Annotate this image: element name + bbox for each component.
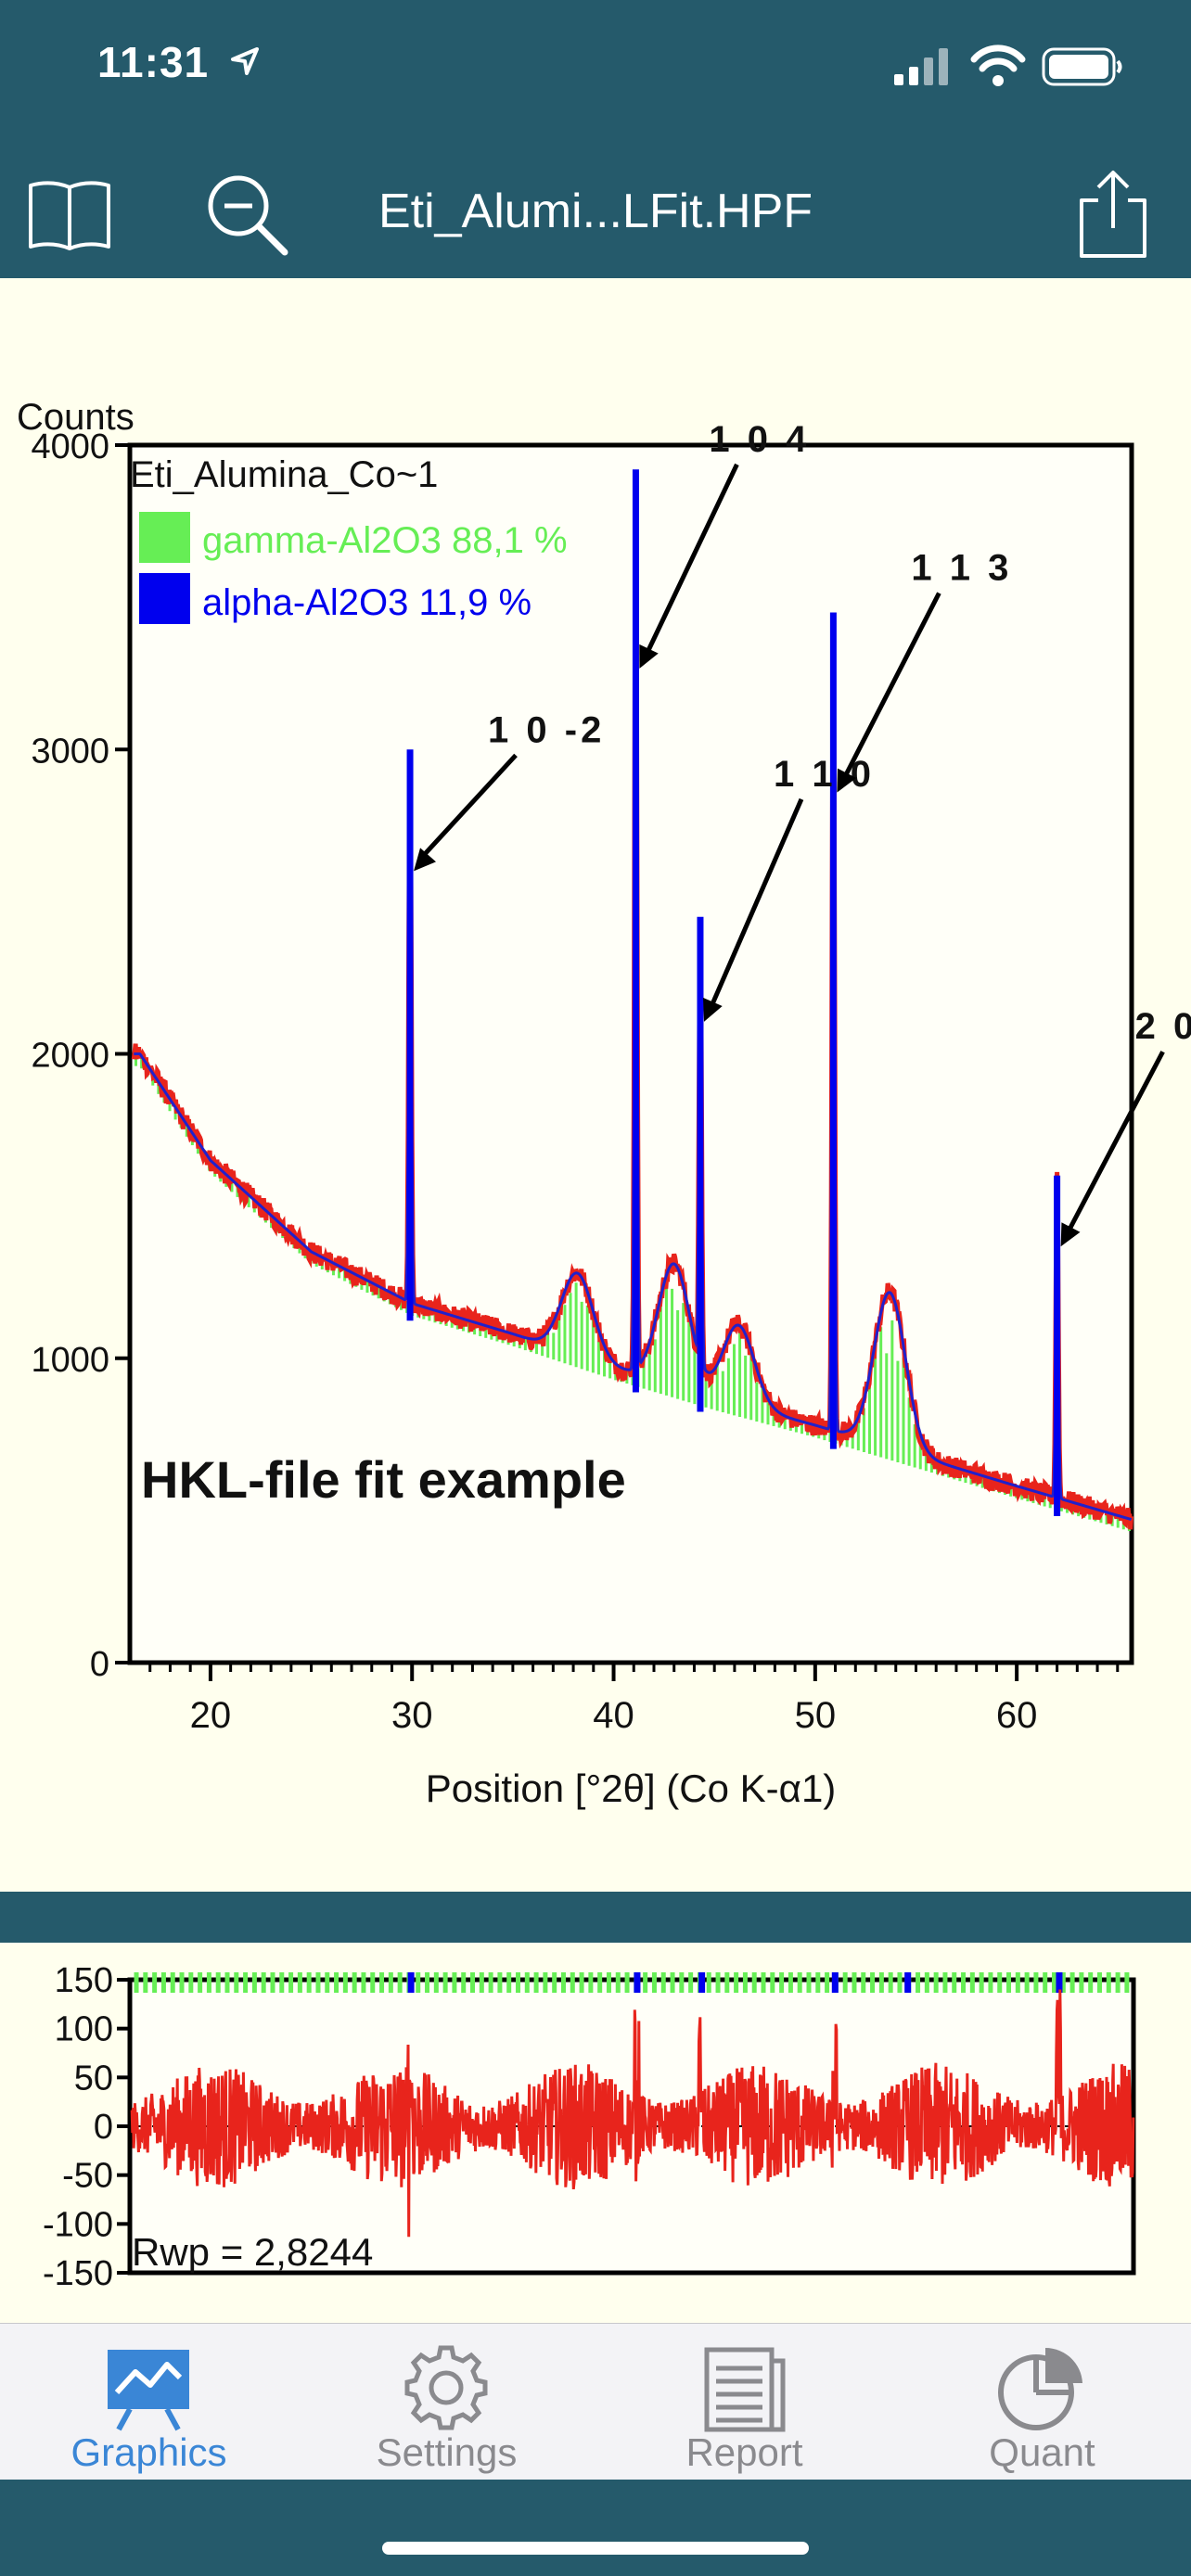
legend: gamma-Al2O3 88,1 % alpha-Al2O3 11,9 % <box>139 512 568 624</box>
share-button[interactable] <box>1067 167 1159 260</box>
x-tick-label: 20 <box>190 1695 232 1736</box>
book-button[interactable] <box>23 167 116 260</box>
y-tick-label: 3000 <box>31 732 109 771</box>
home-indicator <box>382 2542 809 2555</box>
peak-arrow-head <box>837 768 857 793</box>
report-icon <box>704 2347 786 2432</box>
peak-hkl-label: 1 0 4 <box>709 419 810 460</box>
status-icons <box>894 45 1126 96</box>
legend-label-gamma: gamma-Al2O3 88,1 % <box>202 520 568 561</box>
residual-y-tick-label: 0 <box>94 2108 113 2147</box>
x-axis-label: Position [°2θ] (Co K-α1) <box>426 1766 837 1810</box>
peak-arrow-head <box>1060 1222 1081 1247</box>
peak-hkl-label: 1 1 3 <box>911 548 1012 589</box>
share-icon <box>1080 171 1146 258</box>
peak-arrow-head <box>702 997 723 1022</box>
residual-chart[interactable]: 150 100 50 0 -50 -100 -150 Rwp = 2,8244 <box>0 1943 1191 2323</box>
fit-annotation: HKL-file fit example <box>141 1450 626 1509</box>
zoom-out-button[interactable] <box>199 167 292 260</box>
status-bar: 11:31 <box>0 0 1191 139</box>
residual-y-tick-label: 150 <box>55 1961 113 2000</box>
x-tick-label: 60 <box>996 1695 1038 1736</box>
tab-label: Graphics <box>70 2430 227 2474</box>
peak-hkl-label: 2 0 -4 <box>1135 1006 1191 1047</box>
tab-label: Report <box>685 2430 803 2474</box>
legend-swatch-gamma <box>139 512 190 563</box>
peak-arrow <box>840 592 941 783</box>
gear-icon <box>404 2345 488 2430</box>
y-tick-label: 1000 <box>31 1341 109 1380</box>
battery-icon <box>1042 47 1122 86</box>
peak-arrow-head <box>414 848 437 872</box>
residual-y-tick-label: 100 <box>55 2010 113 2049</box>
peak-arrow <box>707 797 804 1012</box>
tab-quant[interactable]: Quant <box>893 2324 1191 2480</box>
navigation-bar: Eti_Alumi...LFit.HPF <box>0 139 1191 278</box>
status-time: 11:31 <box>97 37 261 87</box>
peak-hkl-label: 1 0 -2 <box>488 709 605 750</box>
cellular-signal-icon <box>894 48 948 85</box>
peak-hkl-label: 1 1 0 <box>774 754 875 795</box>
zoom-out-icon <box>208 175 288 256</box>
tab-label: Settings <box>376 2430 518 2474</box>
reflection-markers <box>134 1972 1130 1993</box>
alpha-phase-sticks <box>406 469 1061 1516</box>
residual-y-tick-label: -50 <box>62 2157 113 2196</box>
tab-graphics[interactable]: Graphics <box>0 2324 298 2480</box>
x-tick-label: 30 <box>391 1695 433 1736</box>
y-tick-label: 4000 <box>31 427 109 466</box>
tab-settings[interactable]: Settings <box>298 2324 596 2480</box>
peak-arrow <box>417 753 518 862</box>
tab-bar: Graphics Settings Report <box>0 2323 1191 2480</box>
residual-series <box>130 1989 1135 2238</box>
wifi-icon <box>970 45 1026 86</box>
rwp-label: Rwp = 2,8244 <box>132 2230 373 2274</box>
y-tick-label: 2000 <box>31 1037 109 1076</box>
tab-label: Quant <box>989 2430 1095 2474</box>
plot-frame <box>127 442 1134 1665</box>
diffraction-chart[interactable]: Counts 0 1000 2000 3000 4000 20 30 40 50 60 1 0 … <box>0 278 1191 1892</box>
diffraction-chart-panel: Counts 0 1000 2000 3000 4000 20 30 40 50 60 1 0 … <box>0 278 1191 1892</box>
y-axis-title: Counts <box>17 397 134 438</box>
legend-swatch-alpha <box>139 573 190 624</box>
tab-report[interactable]: Report <box>596 2324 893 2480</box>
peak-arrow <box>643 463 739 658</box>
x-tick-label: 40 <box>593 1695 634 1736</box>
location-arrow-icon <box>230 47 259 75</box>
peak-arrow-head <box>639 644 659 669</box>
book-icon <box>29 181 110 250</box>
residual-y-tick-label: -150 <box>43 2254 113 2293</box>
legend-label-alpha: alpha-Al2O3 11,9 % <box>202 582 531 623</box>
sample-name: Eti_Alumina_Co~1 <box>130 454 438 495</box>
y-tick-label: 0 <box>90 1645 109 1684</box>
residual-y-tick-label: -100 <box>43 2205 113 2244</box>
document-title: Eti_Alumi...LFit.HPF <box>378 185 813 238</box>
peak-arrow <box>1064 1051 1165 1237</box>
x-tick-label: 50 <box>795 1695 837 1736</box>
pie-chart-icon <box>998 2348 1082 2430</box>
graphics-icon <box>108 2350 189 2431</box>
residual-panel: 150 100 50 0 -50 -100 -150 Rwp = 2,8244 <box>0 1943 1191 2323</box>
residual-y-tick-label: 50 <box>74 2059 113 2098</box>
